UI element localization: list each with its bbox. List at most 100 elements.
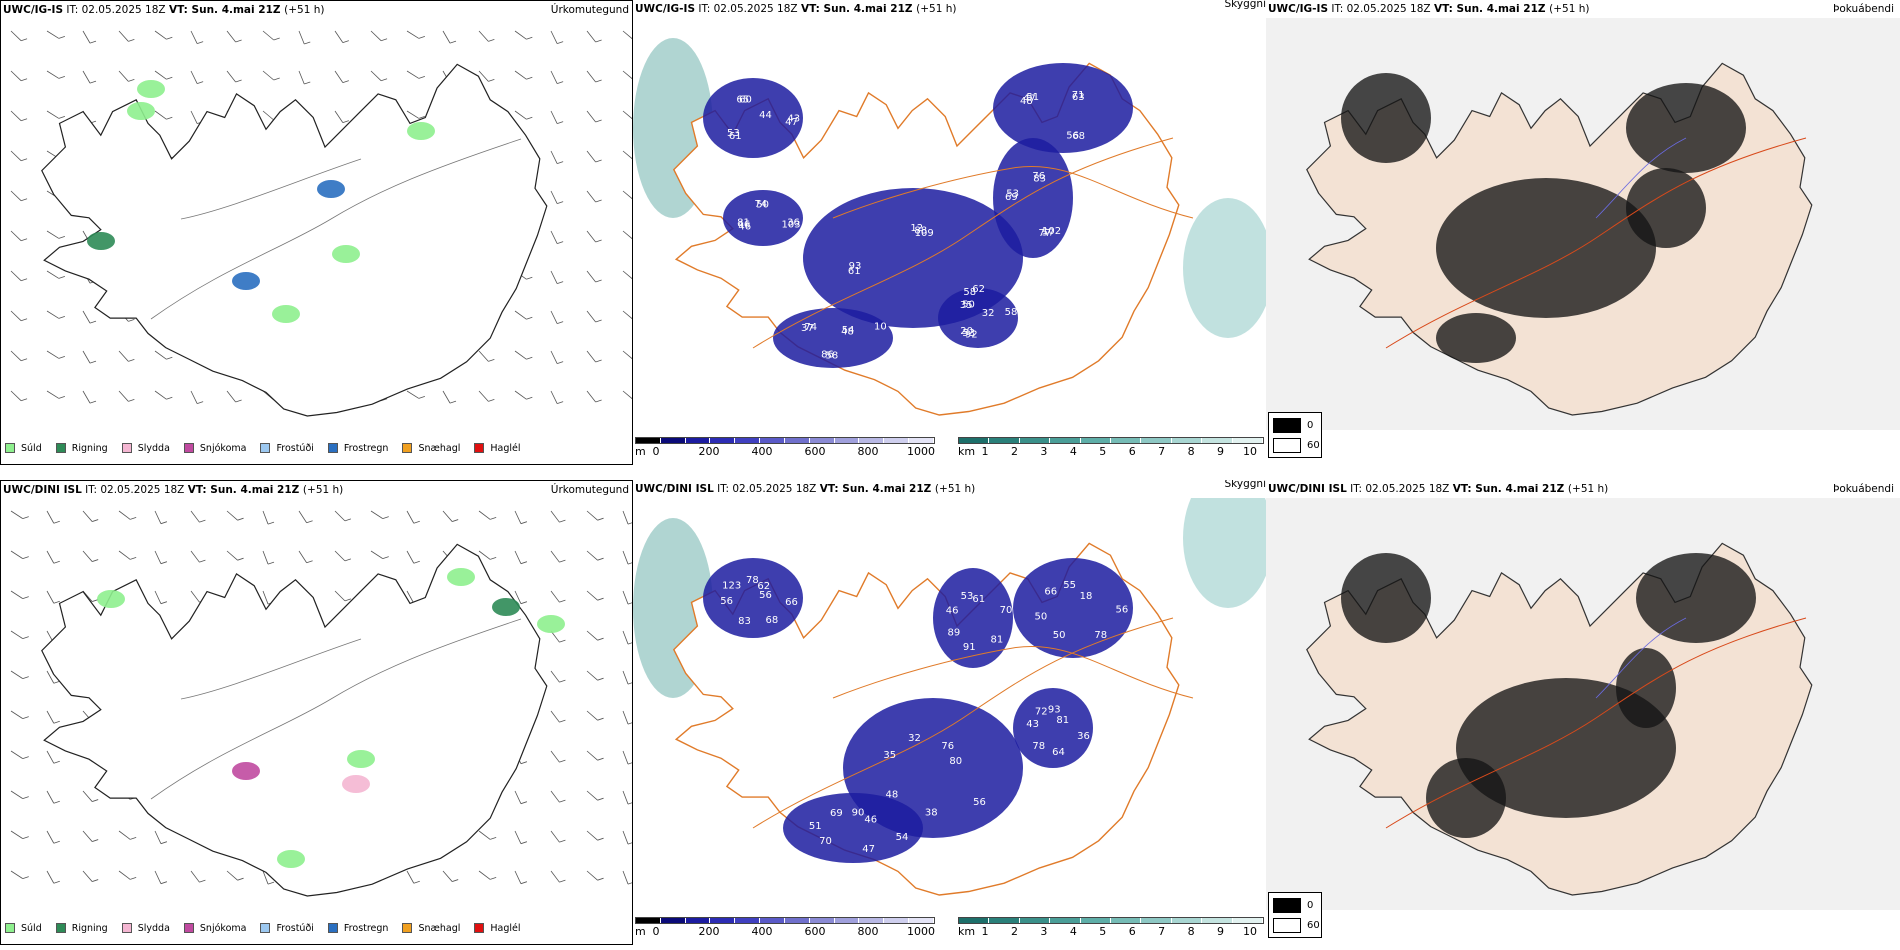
wind-barb xyxy=(118,870,131,880)
wind-barb xyxy=(46,870,55,884)
colorbar-cell xyxy=(685,918,711,923)
cloud-base-label: 48 xyxy=(1020,96,1033,107)
wind-barb-flag xyxy=(595,159,602,163)
colorbar-tick: 600 xyxy=(804,445,826,458)
legend-swatch xyxy=(402,923,413,933)
wind-barb-flag xyxy=(627,802,632,805)
wind-barb-flag xyxy=(595,199,602,203)
legend-label: Slydda xyxy=(137,922,170,934)
legend-label: Frostregn xyxy=(343,442,389,454)
cloud-base-label: 50 xyxy=(1053,630,1066,641)
wind-barb-flag xyxy=(89,360,97,364)
wind-barb-flag xyxy=(557,281,564,284)
wind-barb-flag xyxy=(92,879,99,882)
colorbar-tick: 9 xyxy=(1217,925,1225,938)
wind-barb xyxy=(46,710,55,724)
wind-barb xyxy=(10,350,22,362)
wind-barb xyxy=(154,830,162,844)
init-time-value: 02.05.2025 18Z xyxy=(732,483,820,495)
legend-swatch xyxy=(5,443,15,453)
cloud-base-label: 55 xyxy=(1063,580,1076,591)
wind-barb-flag xyxy=(418,396,425,399)
wind-barb xyxy=(622,830,629,845)
wind-barb xyxy=(226,550,238,561)
colorbar-tick: 6 xyxy=(1128,925,1136,938)
precip-area xyxy=(127,102,155,120)
cloud-base-label: 63 xyxy=(1072,92,1085,103)
road-line xyxy=(752,617,1174,829)
wind-barb xyxy=(46,550,55,564)
wind-barb xyxy=(46,350,60,359)
legend-item: Frostúði xyxy=(260,923,314,934)
wind-barb xyxy=(262,70,274,81)
wind-barb-flag xyxy=(413,880,420,884)
wind-barb xyxy=(406,110,420,119)
wind-barb xyxy=(190,390,198,404)
wind-barb xyxy=(586,670,598,681)
road-line xyxy=(1385,137,1807,349)
cloud-base-label: 58 xyxy=(826,350,839,361)
wind-barb xyxy=(550,790,560,803)
cloud-base-label: 74 xyxy=(804,322,817,333)
road-line xyxy=(832,646,1194,699)
wind-barb xyxy=(190,510,200,523)
wind-barb xyxy=(10,630,23,639)
model-name: UWC/IG-IS xyxy=(3,4,64,16)
model-name: UWC/DINI ISL xyxy=(635,483,714,495)
cloud-base-label: 32 xyxy=(908,733,921,744)
wind-barb xyxy=(46,110,60,119)
wind-barb xyxy=(10,110,22,122)
legend-item: Rigning xyxy=(55,442,108,454)
colorbar-tick: 0 xyxy=(652,925,660,938)
colorbar-tick: 7 xyxy=(1158,445,1166,458)
wind-barb xyxy=(586,550,598,561)
wind-barb-flag xyxy=(20,238,28,242)
wind-barb-flag xyxy=(559,839,566,843)
cloud-base-label: 65 xyxy=(736,94,749,105)
legend-item: Súld xyxy=(5,443,42,454)
wind-barb-flag xyxy=(559,599,566,603)
wind-barb xyxy=(478,390,489,402)
panel-title-precip: Úrkomutegund xyxy=(550,484,629,496)
wind-barb xyxy=(586,270,596,283)
colorbar-cell xyxy=(1232,438,1264,443)
wind-barb xyxy=(478,870,491,880)
wind-barb xyxy=(46,30,60,39)
valid-time-label: VT: xyxy=(1433,3,1457,15)
wind-barb xyxy=(550,750,560,763)
wind-barb xyxy=(550,710,560,723)
wind-barb-flag xyxy=(199,519,206,523)
wind-barb-flag xyxy=(559,719,566,723)
wind-barb-flag xyxy=(166,116,173,120)
wind-barb xyxy=(622,30,632,40)
wind-barb xyxy=(118,390,129,402)
cloud-base-label: 66 xyxy=(785,597,798,608)
wind-barb xyxy=(82,550,93,562)
wind-barb-flag xyxy=(595,319,602,323)
legend-swatch xyxy=(402,443,413,453)
wind-barb xyxy=(586,70,596,83)
wind-barb xyxy=(442,870,453,882)
road-line xyxy=(1385,617,1807,829)
colorbar-cell xyxy=(909,438,934,443)
wind-barb xyxy=(550,110,558,124)
wind-barb-flag xyxy=(526,316,533,320)
wind-barb-flag xyxy=(20,318,28,322)
wind-barb-flag xyxy=(418,76,425,79)
wind-barb-flag xyxy=(160,841,168,845)
precip-legend: Súld Rigning Slydda Snjókoma Frostúði Frostre… xyxy=(5,439,535,457)
wind-barb-flag xyxy=(559,559,566,563)
wind-barb-flag xyxy=(380,38,388,42)
legend-swatch xyxy=(121,443,132,453)
colorbar-cell xyxy=(660,918,686,923)
wind-barb-flag xyxy=(273,77,280,81)
wind-barb-flag xyxy=(267,881,275,885)
legend-label: Rigning xyxy=(71,442,108,454)
cloud-base-label: 51 xyxy=(1026,92,1039,103)
wind-barb xyxy=(478,550,491,560)
wind-barb-flag xyxy=(342,40,349,43)
cloud-base-label: 91 xyxy=(963,642,976,653)
cloud-base-label: 44 xyxy=(759,110,772,121)
wind-barb xyxy=(514,830,522,844)
low-cloud-base-area xyxy=(723,190,803,246)
